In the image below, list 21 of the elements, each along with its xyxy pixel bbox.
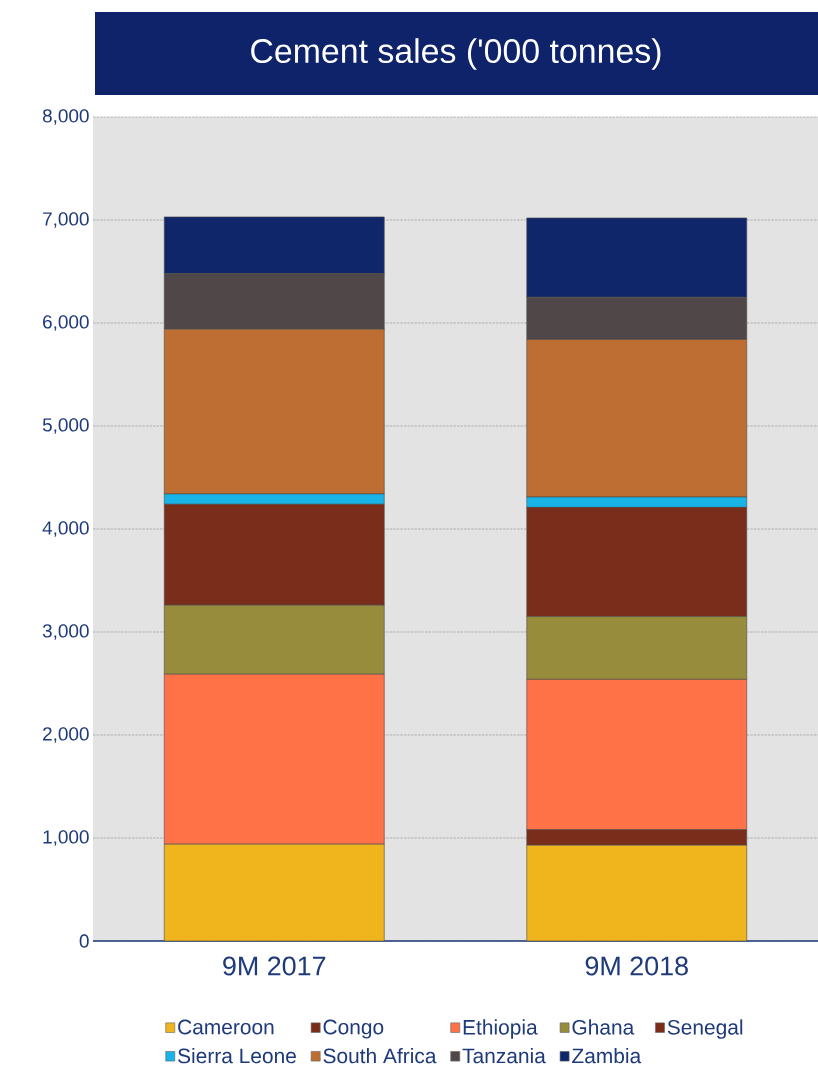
x-tick-label: 9M 2017 bbox=[223, 956, 326, 976]
y-tick-label: 8,000 bbox=[42, 109, 89, 125]
legend-label: Ghana bbox=[572, 1019, 635, 1035]
y-tick-label: 5,000 bbox=[42, 418, 89, 434]
y-tick-label: 7,000 bbox=[43, 212, 89, 228]
legend-label: Tanzania bbox=[462, 1047, 546, 1064]
legend-label: Ethiopia bbox=[463, 1019, 538, 1039]
legend-label: Senegal bbox=[667, 1019, 743, 1039]
y-tick-label: 2,000 bbox=[43, 727, 89, 743]
legend-label: South Africa bbox=[323, 1047, 437, 1064]
chart-title: Cement sales ('000 tonnes) bbox=[251, 38, 661, 70]
legend-label: Zambia bbox=[572, 1047, 642, 1064]
legend-label: Sierra Leone bbox=[178, 1047, 296, 1064]
y-tick-label: 1,000 bbox=[43, 830, 89, 846]
y-tick-label: 3,000 bbox=[42, 624, 89, 640]
y-tick-label: 6,000 bbox=[43, 315, 89, 331]
y-tick-label: 0 bbox=[79, 934, 89, 948]
x-tick-label: 9M 2018 bbox=[585, 956, 688, 976]
legend-label: Cameroon bbox=[178, 1019, 274, 1035]
legend-label: Congo bbox=[323, 1019, 384, 1039]
y-tick-label: 4,000 bbox=[42, 521, 89, 537]
